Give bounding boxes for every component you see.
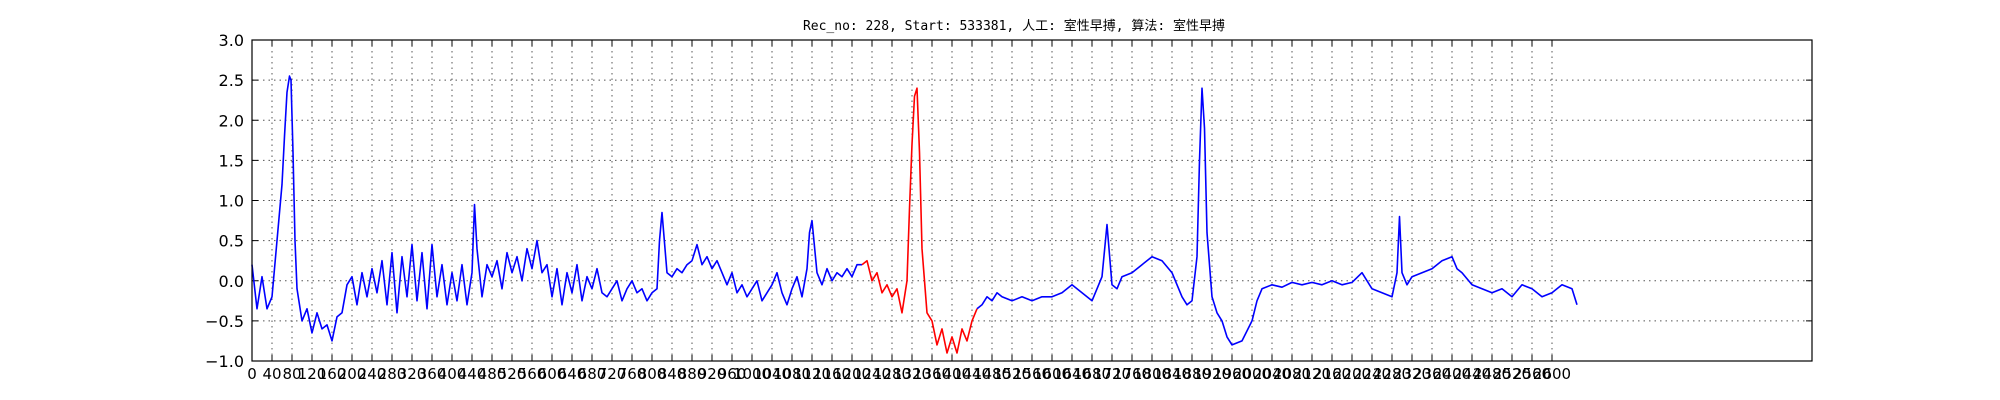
x-tick-label: 1320 xyxy=(893,365,931,383)
x-tick-label: 1680 xyxy=(1073,365,1111,383)
series-group xyxy=(251,75,1578,354)
x-tick-label: 400 xyxy=(438,365,467,383)
x-tick-label: 1120 xyxy=(793,365,831,383)
x-tick-label: 2200 xyxy=(1333,365,1371,383)
y-tick-label: 3.0 xyxy=(219,31,244,50)
x-tick-label: 1000 xyxy=(733,365,771,383)
x-tick-label: 480 xyxy=(478,365,507,383)
y-tick-label: −1.0 xyxy=(205,352,244,371)
x-tick-label: 840 xyxy=(658,365,687,383)
x-tick-label: 1440 xyxy=(953,365,991,383)
x-tick-label: 2440 xyxy=(1453,365,1491,383)
x-tick-label: 1360 xyxy=(913,365,951,383)
x-tick-label: 2120 xyxy=(1293,365,1331,383)
x-tick-label: 2600 xyxy=(1533,365,1571,383)
x-tick-label: 1800 xyxy=(1133,365,1171,383)
x-tick-label: 360 xyxy=(418,365,447,383)
x-tick-label: 1200 xyxy=(833,365,871,383)
x-tick-label: 1560 xyxy=(1013,365,1051,383)
x-tick-label: 1160 xyxy=(813,365,851,383)
x-tick-label: 1520 xyxy=(993,365,1031,383)
x-tick-label: 2040 xyxy=(1253,365,1291,383)
x-tick-label: 600 xyxy=(538,365,567,383)
x-tick-label: 1040 xyxy=(753,365,791,383)
y-tick-label: 1.5 xyxy=(219,151,244,170)
x-tick-label: 2240 xyxy=(1353,365,1391,383)
ecg-series-line-3 xyxy=(976,87,1578,346)
x-tick-label: 2400 xyxy=(1433,365,1471,383)
x-tick-label: 2320 xyxy=(1393,365,1431,383)
x-tick-label: 1920 xyxy=(1193,365,1231,383)
x-tick-label: 880 xyxy=(678,365,707,383)
x-tick-label: 2280 xyxy=(1373,365,1411,383)
x-tick-label: 720 xyxy=(598,365,627,383)
x-tick-label: 680 xyxy=(578,365,607,383)
x-tick-label: 1080 xyxy=(773,365,811,383)
grid-lines xyxy=(251,39,1812,362)
x-tick-label: 1720 xyxy=(1093,365,1131,383)
x-axis: 0 40 8012016020024028032036040044048052056… xyxy=(247,40,1571,383)
x-tick-label: 200 xyxy=(338,365,367,383)
x-tick-label: 440 xyxy=(458,365,487,383)
x-tick-label: 2360 xyxy=(1413,365,1451,383)
x-tick-label: 2520 xyxy=(1493,365,1531,383)
x-tick-label: 640 xyxy=(558,365,587,383)
y-tick-label: 0.5 xyxy=(219,232,244,251)
x-tick-label: 80 xyxy=(282,365,301,383)
x-tick-label: 520 xyxy=(498,365,527,383)
x-tick-label: 320 xyxy=(398,365,427,383)
x-tick-label: 2080 xyxy=(1273,365,1311,383)
chart-title: Rec_no: 228, Start: 533381, 人工: 室性早搏, 算法… xyxy=(803,18,1225,34)
y-tick-label: 1.0 xyxy=(219,192,244,211)
x-tick-label: 560 xyxy=(518,365,547,383)
x-tick-label: 920 xyxy=(698,365,727,383)
x-tick-label: 2160 xyxy=(1313,365,1351,383)
x-tick-label: 160 xyxy=(318,365,347,383)
y-tick-label: 2.0 xyxy=(219,111,244,130)
x-tick-label: 1880 xyxy=(1173,365,1211,383)
y-tick-label: −0.5 xyxy=(205,312,244,331)
x-tick-label: 960 xyxy=(718,365,747,383)
x-tick-label: 1760 xyxy=(1113,365,1151,383)
x-tick-label: 1960 xyxy=(1213,365,1251,383)
x-tick-label: 1400 xyxy=(933,365,971,383)
y-tick-label: 2.5 xyxy=(219,71,244,90)
x-tick-label: 1240 xyxy=(853,365,891,383)
x-tick-label: 1600 xyxy=(1033,365,1071,383)
x-tick-label: 800 xyxy=(638,365,667,383)
x-tick-label: 1280 xyxy=(873,365,911,383)
x-tick-label: 2480 xyxy=(1473,365,1511,383)
ecg-series-line-2 xyxy=(861,87,978,354)
y-axis: −1.0 −0.5 0.0 0.5 1.0 1.5 2.0 2.5 3.0 xyxy=(205,31,1812,371)
plot-frame xyxy=(251,39,1813,362)
x-tick-label: 1840 xyxy=(1153,365,1191,383)
y-tick-label: 0.0 xyxy=(219,272,244,291)
x-tick-label: 2000 xyxy=(1233,365,1271,383)
ecg-series-line-1 xyxy=(251,75,862,342)
x-tick-label: 1480 xyxy=(973,365,1011,383)
x-tick-label: 2560 xyxy=(1513,365,1551,383)
x-tick-label: 1640 xyxy=(1053,365,1091,383)
x-tick-label: 760 xyxy=(618,365,647,383)
x-tick-label: 120 xyxy=(298,365,327,383)
x-tick-label: 0 xyxy=(247,365,257,383)
x-tick-label: 280 xyxy=(378,365,407,383)
x-tick-label: 240 xyxy=(358,365,387,383)
x-tick-label: 40 xyxy=(262,365,281,383)
